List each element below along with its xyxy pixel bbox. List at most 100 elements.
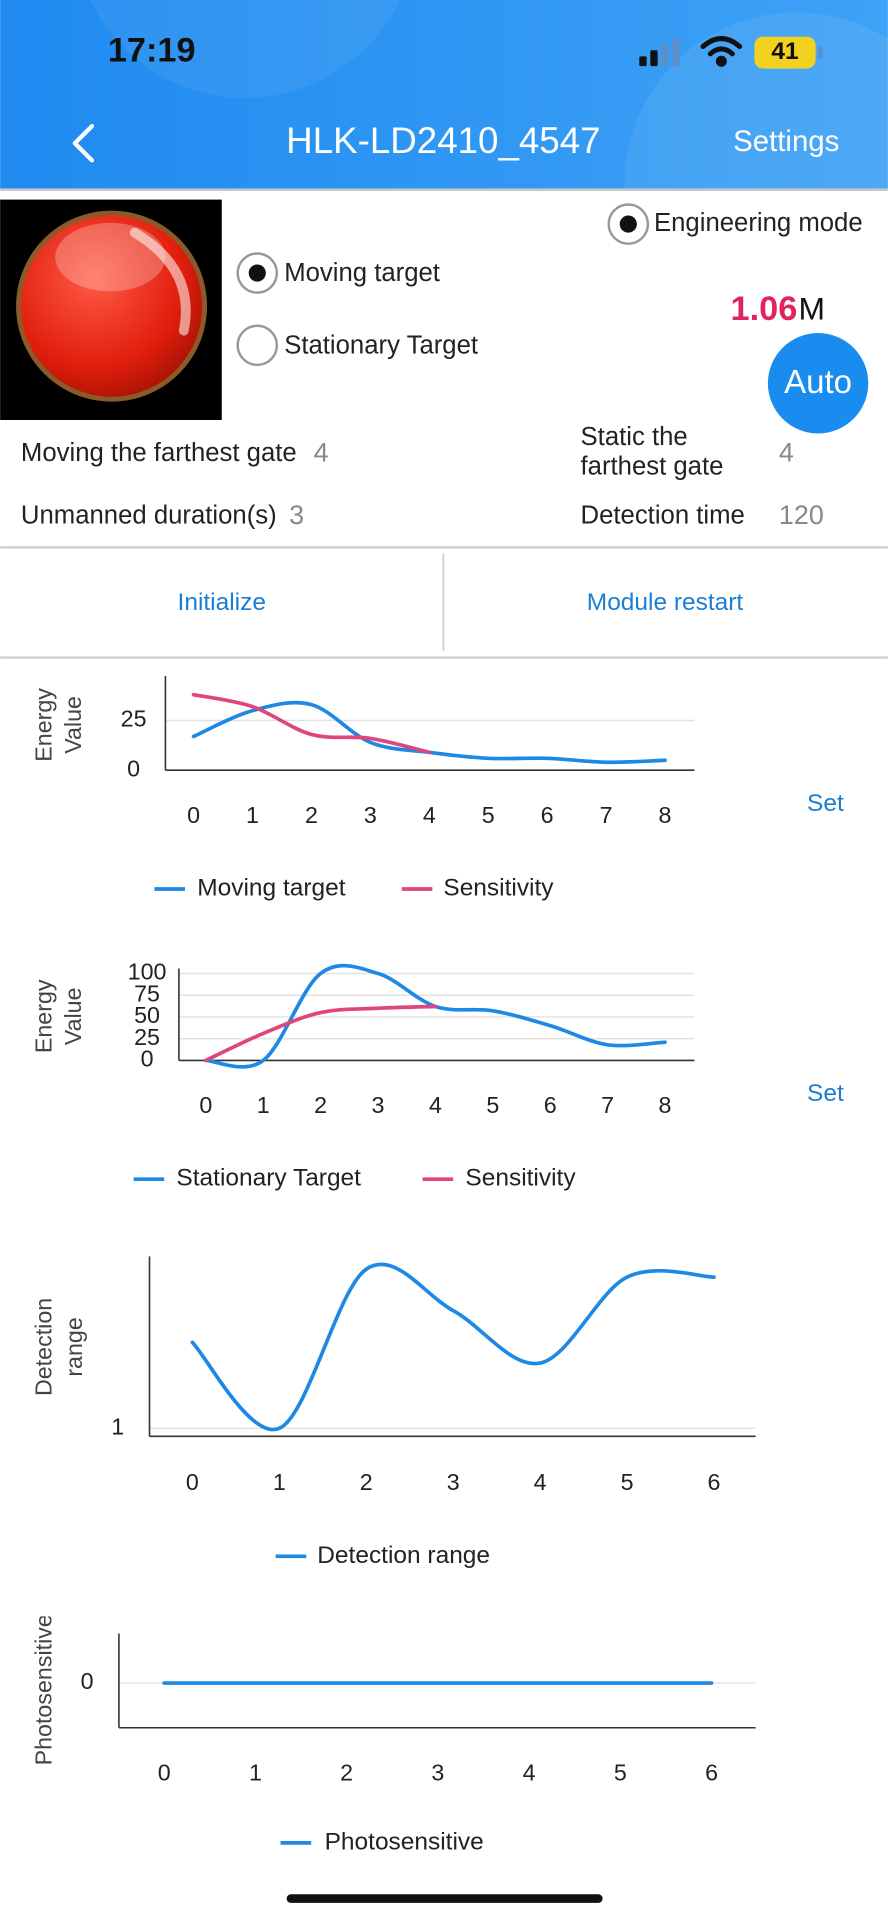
y-tick-label: 25 <box>121 706 147 732</box>
battery-icon <box>754 36 816 69</box>
param-label: Detection time <box>581 502 745 530</box>
series-line <box>204 1004 438 1063</box>
y-tick-label: 25 <box>134 1024 160 1050</box>
x-tick-label: 5 <box>621 1469 634 1495</box>
x-tick-label: 5 <box>482 802 495 828</box>
param-value: 3 <box>289 500 304 530</box>
x-tick-label: 1 <box>246 802 259 828</box>
engineering-label: Engineering mode <box>654 209 863 237</box>
y-axis-label: Photosensitive <box>31 1614 57 1765</box>
param-value: 120 <box>779 500 824 530</box>
y-axis-label: Value <box>60 987 86 1045</box>
header-deco <box>90 0 400 98</box>
wifi-icon <box>700 36 743 67</box>
x-tick-label: 6 <box>708 1469 721 1495</box>
x-tick-label: 2 <box>340 1759 353 1785</box>
x-tick-label: 4 <box>423 802 436 828</box>
stationary-label: Stationary Target <box>284 331 478 359</box>
radio-stationary[interactable] <box>236 324 279 367</box>
series-line <box>191 692 432 755</box>
x-tick-label: 2 <box>360 1469 373 1495</box>
radio-dot <box>619 215 637 233</box>
series-line <box>190 1262 716 1432</box>
highlight <box>55 222 166 292</box>
x-tick-label: 2 <box>305 802 318 828</box>
x-tick-label: 4 <box>429 1092 442 1118</box>
auto-label: Auto <box>784 364 852 401</box>
x-tick-label: 3 <box>447 1469 460 1495</box>
home-indicator <box>286 1894 603 1903</box>
param-label: farthest gate <box>581 453 724 481</box>
param-value: 4 <box>779 437 794 467</box>
x-tick-label: 1 <box>257 1092 270 1118</box>
x-tick-label: 6 <box>705 1759 718 1785</box>
y-axis-label: range <box>61 1317 87 1376</box>
signal-icon <box>639 37 680 67</box>
x-tick-label: 4 <box>534 1469 547 1495</box>
legend-label: Sensitivity <box>465 1165 576 1192</box>
legend-label: Sensitivity <box>443 874 554 901</box>
legend-label: Stationary Target <box>176 1165 361 1192</box>
set-button[interactable]: Set <box>807 1080 844 1107</box>
x-tick-label: 3 <box>364 802 377 828</box>
clock: 17:19 <box>108 32 196 70</box>
param-label: Static the <box>581 423 688 451</box>
x-tick-label: 8 <box>659 1092 672 1118</box>
header <box>0 0 888 189</box>
nav-title: HLK-LD2410_4547 <box>286 120 600 161</box>
x-tick-label: 2 <box>314 1092 327 1118</box>
x-tick-label: 4 <box>523 1759 536 1785</box>
distance-unit: M <box>798 290 825 326</box>
x-tick-label: 0 <box>186 1469 199 1495</box>
radio-dot <box>248 264 266 282</box>
param-value: 4 <box>314 437 329 467</box>
header-deco <box>624 12 888 356</box>
set-button[interactable]: Set <box>807 790 844 817</box>
x-tick-label: 5 <box>614 1759 627 1785</box>
y-label-clip: Photosensitive <box>31 1614 57 1765</box>
auto-button[interactable] <box>767 333 869 434</box>
y-tick-label: 0 <box>127 755 140 781</box>
battery-tip <box>818 46 823 59</box>
y-tick-label: 100 <box>128 959 167 985</box>
moving-label: Moving target <box>284 259 440 287</box>
param-label: Moving the farthest gate <box>21 439 297 467</box>
x-tick-label: 8 <box>659 802 672 828</box>
x-tick-label: 7 <box>600 802 613 828</box>
y-tick-label: 1 <box>111 1414 124 1440</box>
x-tick-label: 1 <box>273 1469 286 1495</box>
x-tick-label: 3 <box>431 1759 444 1785</box>
x-tick-label: 0 <box>158 1759 171 1785</box>
y-axis-label: Energy <box>31 979 57 1053</box>
series-line <box>204 963 667 1069</box>
highlight <box>129 227 191 336</box>
y-tick-label: 75 <box>134 980 160 1006</box>
x-tick-label: 0 <box>187 802 200 828</box>
y-axis-label: Detection <box>31 1298 57 1396</box>
x-tick-label: 6 <box>541 802 554 828</box>
distance-value: 1.06 <box>731 290 798 328</box>
battery-level: 41 <box>771 38 798 65</box>
y-axis-label: Energy <box>31 688 57 762</box>
back-button[interactable] <box>72 123 95 163</box>
x-tick-label: 5 <box>486 1092 499 1118</box>
x-tick-label: 6 <box>544 1092 557 1118</box>
y-axis-label: Value <box>60 696 86 754</box>
target-indicator <box>20 215 203 397</box>
x-tick-label: 1 <box>249 1759 262 1785</box>
legend-label: Photosensitive <box>325 1828 484 1855</box>
y-tick-label: 0 <box>141 1046 154 1072</box>
legend-label: Detection range <box>317 1542 490 1569</box>
initialize-button[interactable]: Initialize <box>178 589 266 616</box>
x-tick-label: 0 <box>199 1092 212 1118</box>
settings-button[interactable]: Settings <box>733 125 839 158</box>
x-tick-label: 3 <box>372 1092 385 1118</box>
legend-label: Moving target <box>197 874 345 901</box>
y-tick-label: 50 <box>134 1002 160 1028</box>
param-label: Unmanned duration(s) <box>21 502 277 530</box>
restart-button[interactable]: Module restart <box>587 589 744 616</box>
y-tick-label: 0 <box>81 1668 94 1694</box>
